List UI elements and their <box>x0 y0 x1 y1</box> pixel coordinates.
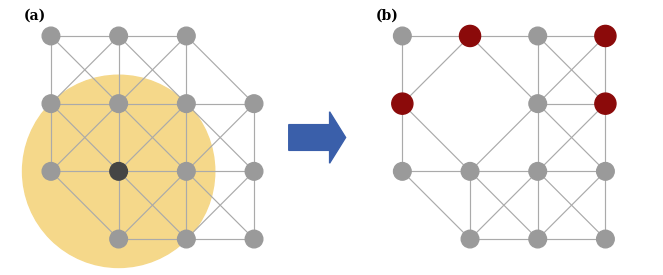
Circle shape <box>459 25 481 46</box>
Circle shape <box>178 163 195 180</box>
Circle shape <box>597 163 614 180</box>
Text: (a): (a) <box>24 8 46 22</box>
Text: (b): (b) <box>375 8 398 22</box>
Circle shape <box>394 163 411 180</box>
FancyArrow shape <box>289 112 345 163</box>
Circle shape <box>42 95 60 112</box>
Circle shape <box>529 163 546 180</box>
Circle shape <box>42 27 60 45</box>
Circle shape <box>529 27 546 45</box>
Circle shape <box>245 95 263 112</box>
Circle shape <box>597 230 614 248</box>
Circle shape <box>461 230 479 248</box>
Circle shape <box>178 95 195 112</box>
Circle shape <box>245 230 263 248</box>
Circle shape <box>23 75 215 268</box>
Circle shape <box>529 95 546 112</box>
Circle shape <box>178 230 195 248</box>
Circle shape <box>392 93 413 114</box>
Circle shape <box>595 25 616 46</box>
Circle shape <box>110 95 127 112</box>
Circle shape <box>245 163 263 180</box>
Circle shape <box>394 27 411 45</box>
Circle shape <box>178 27 195 45</box>
Circle shape <box>42 163 60 180</box>
Circle shape <box>110 163 127 180</box>
Circle shape <box>595 93 616 114</box>
Circle shape <box>529 230 546 248</box>
Circle shape <box>461 163 479 180</box>
Circle shape <box>110 230 127 248</box>
Circle shape <box>110 27 127 45</box>
